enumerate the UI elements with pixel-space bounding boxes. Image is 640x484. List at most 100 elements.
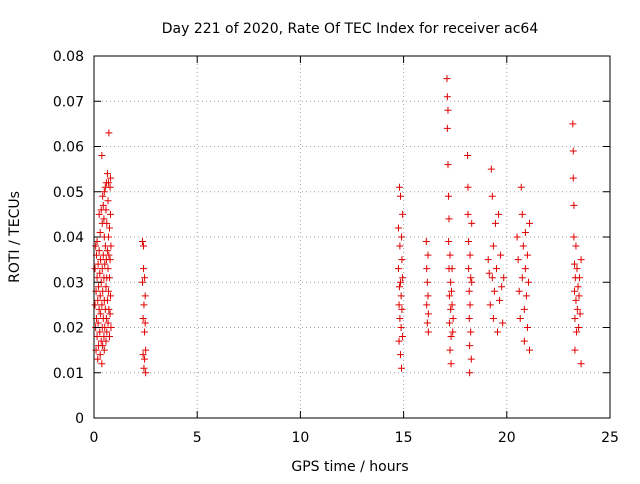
data-point [398,233,406,241]
data-point [500,274,508,282]
data-point [139,351,147,359]
data-point [142,369,150,377]
data-point [423,265,431,273]
data-point [105,333,113,341]
data-point [424,292,432,300]
data-point [100,188,108,196]
data-point [103,247,111,255]
data-point [575,292,583,300]
data-point [104,233,112,241]
data-point [447,305,455,313]
data-point [572,242,580,250]
data-point [93,274,101,282]
x-tick-label: 25 [601,430,619,446]
data-point [395,183,403,191]
data-point [516,314,524,322]
data-point [107,292,115,300]
data-point [139,238,147,246]
data-point [103,328,111,336]
y-tick-label: 0.07 [53,94,84,110]
data-point [423,301,431,309]
data-point [99,342,107,350]
data-point [526,219,534,227]
x-axis-label: GPS time / hours [291,459,408,475]
data-point [98,360,106,368]
data-point [523,324,531,331]
data-point [102,337,110,345]
data-point [446,346,454,354]
grid [94,56,610,418]
data-point [140,242,148,250]
y-tick-label: 0.08 [53,49,84,65]
data-point [104,265,112,273]
data-point [106,256,114,264]
data-point [488,192,496,200]
data-point [489,242,497,250]
data-point [494,328,502,336]
data-point [397,278,405,286]
y-axis-label: ROTI / TECUs [7,191,23,283]
data-point [96,228,104,236]
data-point [573,305,581,313]
data-point [495,210,503,218]
data-point [492,265,500,273]
data-point [464,152,472,160]
data-point [574,283,582,291]
y-tick-label: 0.04 [53,230,84,246]
data-point [139,314,147,322]
data-point [101,260,109,268]
data-point [513,233,521,241]
data-point [105,274,113,282]
data-point [100,215,108,223]
data-point [98,301,106,309]
data-point [497,251,505,259]
data-point [465,238,473,246]
data-point [468,219,476,227]
data-point [571,346,579,354]
data-point [398,364,406,372]
data-point [106,183,114,191]
data-point [394,224,402,232]
data-point [140,265,148,273]
data-point [447,278,455,286]
data-point [105,251,113,259]
data-point [569,120,577,128]
data-point [490,287,498,295]
y-tick-label: 0.06 [53,140,84,156]
data-point [102,283,110,291]
data-point [517,183,525,191]
data-point [103,219,111,227]
axes: 0 0.01 0.02 0.03 0.04 0.05 0.06 0.07 0.08 0 5 10 15 2… [53,49,619,446]
data-point [576,310,584,318]
data-point [423,319,431,327]
data-point [94,355,102,363]
data-point [140,364,148,372]
data-point [424,310,432,318]
data-point [141,355,149,363]
data-point [395,337,403,345]
data-point [443,75,451,83]
data-point [573,328,581,336]
data-point [142,346,150,354]
data-point [570,287,578,295]
y-tick-label: 0.01 [53,366,84,382]
data-point [96,351,104,359]
data-point [99,201,107,209]
x-tick-label: 20 [498,430,516,446]
data-point [570,201,578,209]
data-point [399,210,407,218]
data-point [104,197,112,205]
data-point [521,228,529,236]
data-point [467,274,475,282]
data-point [577,360,585,368]
data-point [423,278,431,286]
data-point [96,328,104,336]
data-point [466,301,474,309]
data-point [445,292,453,300]
data-point [484,256,492,264]
data-point [467,355,475,363]
data-point [95,247,103,255]
data-point [93,238,101,246]
data-point [445,319,453,327]
